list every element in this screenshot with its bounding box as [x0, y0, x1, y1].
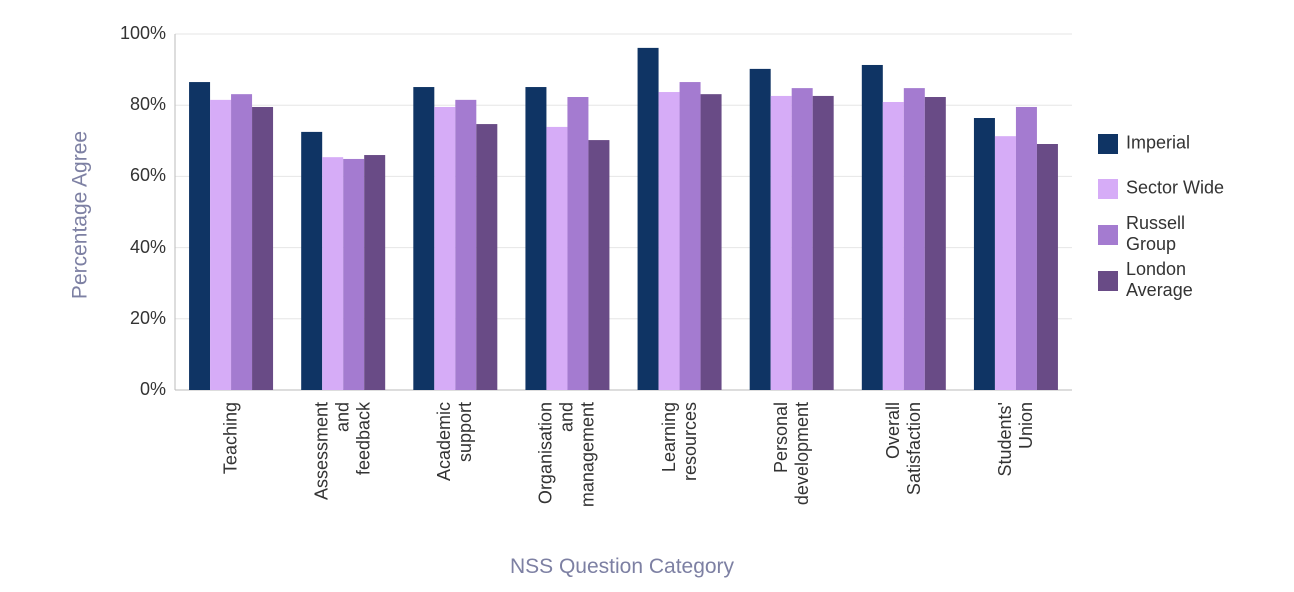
bar — [994, 136, 1016, 390]
bar — [476, 124, 498, 391]
legend-label: London Average — [1126, 259, 1193, 300]
bar — [861, 64, 883, 391]
x-tick-label: Assessment and feedback — [311, 402, 374, 501]
bar — [1036, 144, 1058, 390]
bar — [231, 94, 253, 390]
y-tick-label: 80% — [129, 94, 166, 115]
bar — [434, 106, 456, 390]
legend-swatch — [1098, 225, 1118, 245]
legend-swatch — [1098, 271, 1118, 291]
x-tick-label: Personal development — [770, 402, 812, 506]
legend-swatch — [1098, 179, 1118, 199]
y-axis-title: Percentage Agree — [68, 130, 92, 300]
bar — [791, 88, 813, 390]
x-tick-label: Overall Satisfaction — [882, 402, 924, 496]
bar — [322, 157, 344, 390]
bar — [301, 131, 323, 390]
bar — [364, 155, 386, 390]
bar — [903, 88, 925, 390]
bar — [973, 118, 995, 391]
legend-swatch — [1098, 134, 1118, 154]
y-tick-label: 100% — [119, 23, 166, 43]
x-tick-label: Academic support — [434, 402, 476, 482]
bar — [882, 101, 904, 390]
bar — [924, 97, 946, 391]
bar — [455, 99, 477, 391]
bar — [658, 92, 680, 390]
bar — [567, 97, 589, 391]
x-tick-label: Students' Union — [994, 402, 1036, 477]
y-tick-label: 40% — [129, 236, 166, 257]
bar — [546, 126, 568, 390]
bar — [588, 140, 610, 390]
bar — [252, 106, 274, 390]
bar — [637, 47, 659, 390]
bar — [770, 95, 792, 390]
y-tick-label: 60% — [129, 165, 166, 186]
bar — [189, 82, 211, 390]
bar — [679, 82, 701, 390]
y-tick-label: 20% — [129, 307, 166, 328]
legend-label: Russell Group — [1126, 213, 1186, 254]
bar — [343, 158, 365, 390]
bar — [525, 87, 547, 390]
bar — [812, 95, 834, 390]
legend-label: Imperial — [1126, 132, 1191, 153]
legend-label: Sector Wide — [1126, 177, 1225, 198]
bar — [1015, 106, 1037, 390]
bar — [749, 68, 771, 390]
x-axis-title: NSS Question Category — [509, 555, 735, 578]
y-tick-label: 0% — [139, 379, 166, 399]
x-tick-label: Organisation and management — [535, 402, 598, 508]
x-tick-label: Teaching — [220, 402, 241, 475]
bar — [413, 87, 435, 390]
bar — [210, 99, 232, 391]
x-tick-label: Learning resources — [658, 402, 700, 482]
bar — [700, 94, 722, 390]
